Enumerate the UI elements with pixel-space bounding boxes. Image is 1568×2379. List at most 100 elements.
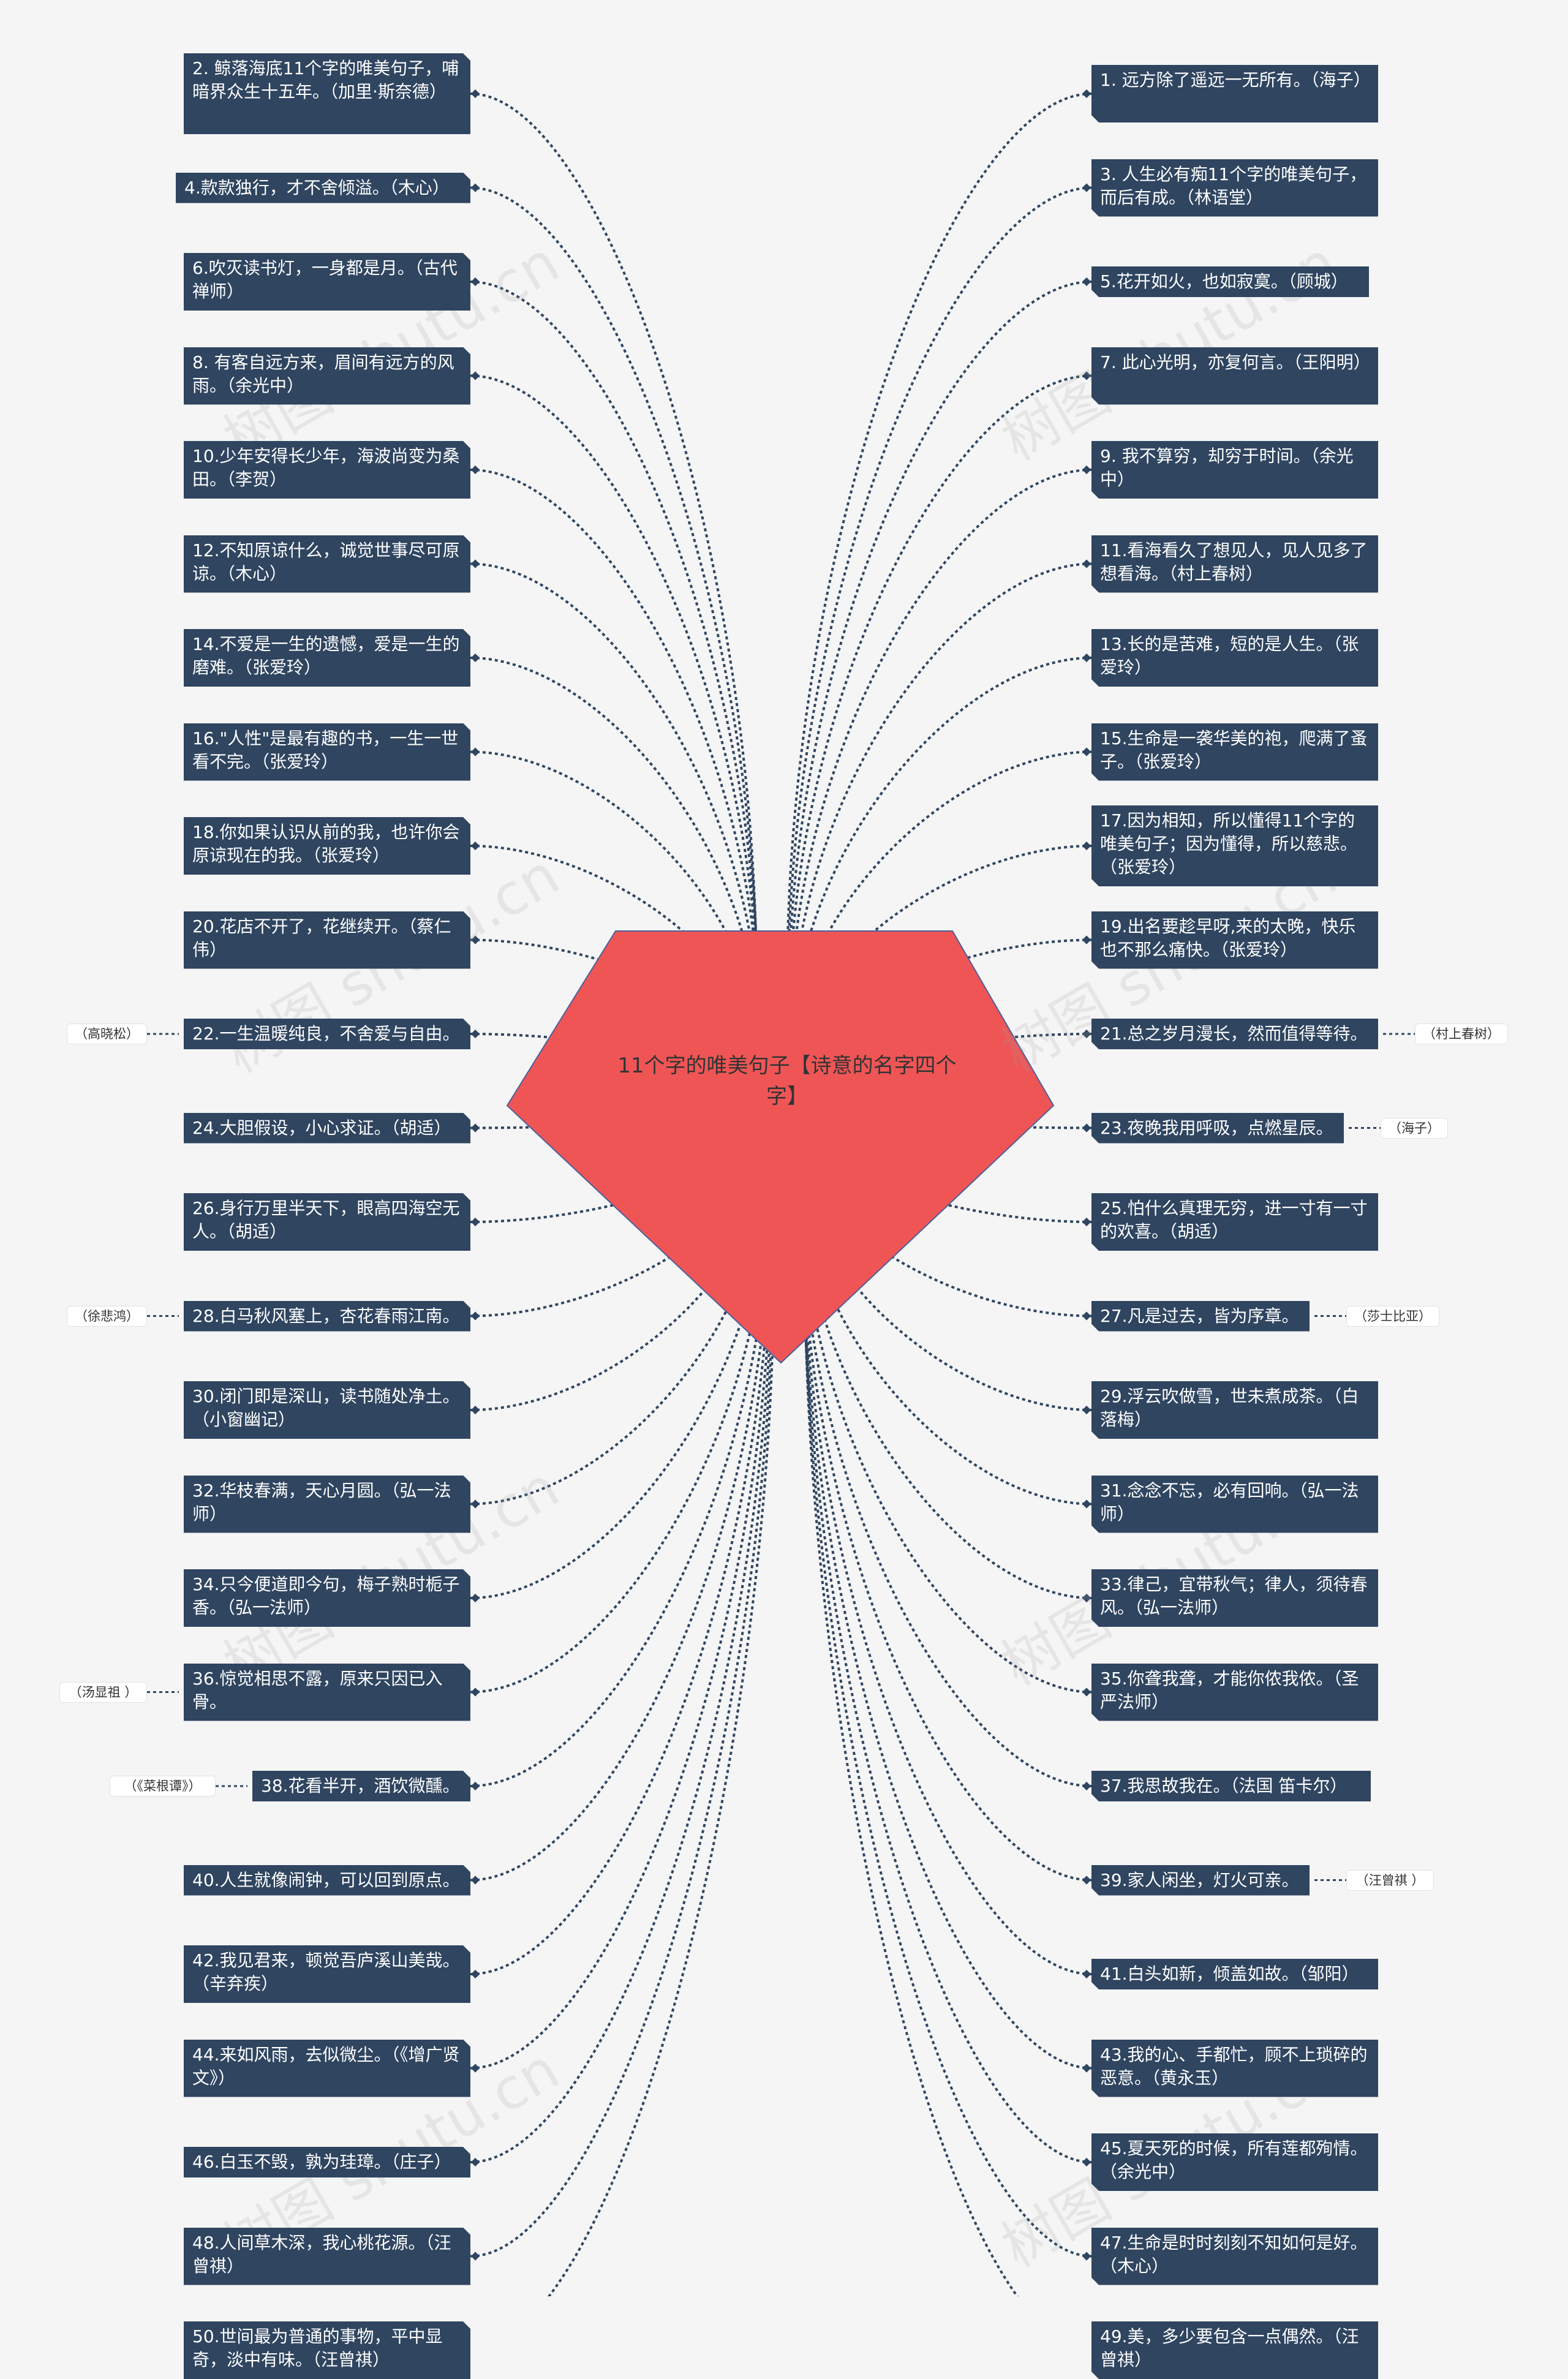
left-quote-node[interactable]: 48.人间草木深，我心桃花源。（汪曾祺） <box>184 2228 470 2285</box>
left-quote-node[interactable]: 40.人生就像闹钟，可以回到原点。 <box>184 1865 470 1896</box>
left-quote-node[interactable]: 32.华枝春满，天心月圆。（弘一法师） <box>184 1476 470 1533</box>
left-quote-node[interactable]: 4.款款独行，才不舍倾溢。（木心） <box>176 173 470 203</box>
left-connector <box>470 469 761 1030</box>
left-quote-node[interactable]: 18.你如果认识从前的我，也许你会原谅现在的我。（张爱玲） <box>184 817 470 875</box>
right-quote-node[interactable]: 39.家人闲坐，灯火可亲。 <box>1091 1865 1310 1896</box>
right-quote-node[interactable]: 23.夜晚我用呼吸，点燃星辰。 <box>1091 1113 1344 1144</box>
left-author-tag[interactable]: （徐悲鸿） <box>67 1305 147 1327</box>
root-node-label[interactable]: 11个字的唯美句子【诗意的名字四个字】 <box>617 1054 957 1109</box>
left-quote-node[interactable]: 24.大胆假设，小心求证。（胡适） <box>184 1113 470 1144</box>
left-quote-node[interactable]: 36.惊觉相思不露，原来只因已入骨。 <box>184 1664 470 1721</box>
left-quote-node[interactable]: 12.不知原谅什么，诚觉世事尽可原谅。（木心） <box>184 535 470 593</box>
mind-map-canvas: 11个字的唯美句子【诗意的名字四个字】 树图 shutu.cn 树图 shutu.… <box>59 0 1508 2296</box>
left-connector <box>470 374 760 1019</box>
left-quote-node[interactable]: 8. 有客自远方来，眉间有远方的风雨。（余光中） <box>184 347 470 405</box>
left-quote-node[interactable]: 46.白玉不毁，孰为珪璋。（庄子） <box>184 2147 470 2177</box>
right-quote-node[interactable]: 27.凡是过去，皆为序章。 <box>1091 1301 1310 1332</box>
connector-end-diamond <box>470 841 480 851</box>
left-quote-node[interactable]: 28.白马秋风塞上，杏花春雨江南。 <box>184 1301 470 1332</box>
connector-end-diamond <box>470 1593 480 1603</box>
left-quote-node[interactable]: 34.只今便道即今句，梅子熟时栀子香。（弘一法师） <box>184 1569 470 1627</box>
connector-end-diamond <box>1082 1123 1091 1133</box>
left-connector <box>470 1210 772 1975</box>
right-quote-node[interactable]: 25.怕什么真理无穷，进一寸有一寸的欢喜。（胡适） <box>1091 1193 1378 1251</box>
left-quote-node[interactable]: 30.闭门即是深山，读书随处净土。（小窗幽记） <box>184 1381 470 1439</box>
connector-end-diamond <box>1082 1969 1091 1979</box>
connector-end-diamond <box>470 465 480 475</box>
connector-end-diamond <box>1082 2064 1091 2073</box>
left-author-tag[interactable]: （高晓松） <box>67 1024 147 1044</box>
left-quote-node[interactable]: 44.来如风雨，去似微尘。（《增广贤文》） <box>184 2040 470 2097</box>
connector-end-diamond <box>470 1876 480 1885</box>
connector-end-diamond <box>470 1029 480 1039</box>
left-connector <box>470 845 764 1075</box>
connector-end-diamond <box>1082 371 1091 380</box>
right-quote-node[interactable]: 41.白头如新，倾盖如故。（邹阳） <box>1091 1959 1378 1989</box>
right-quote-node[interactable]: 7. 此心光明，亦复何言。（王阳明） <box>1091 347 1378 405</box>
left-connector <box>470 1243 775 2258</box>
right-quote-node[interactable]: 37.我思故我在。（法国 笛卡尔） <box>1091 1771 1371 1801</box>
right-connector <box>790 657 1092 1052</box>
left-quote-node[interactable]: 6.吹灭读书灯，一身都是月。（古代禅师） <box>184 253 470 311</box>
right-quote-node[interactable]: 47.生命是时时刻刻不知如何是好。（木心） <box>1091 2228 1378 2285</box>
right-quote-node[interactable]: 15.生命是一袭华美的袍，爬满了蚤子。（张爱玲） <box>1091 723 1378 781</box>
left-quote-node[interactable]: 10.少年安得长少年，海波尚变为桑田。（李贺） <box>184 441 470 499</box>
left-quote-node[interactable]: 38.花看半开，酒饮微醺。 <box>252 1771 470 1801</box>
right-connector <box>787 281 1092 1007</box>
root-node-shape[interactable] <box>506 930 1055 1364</box>
right-quote-node[interactable]: 29.浮云吹做雪，世未煮成茶。（白落梅） <box>1091 1381 1378 1439</box>
right-quote-node[interactable]: 13.长的是苦难，短的是人生。（张爱玲） <box>1091 629 1378 687</box>
right-quote-node[interactable]: 45.夏天死的时候，所有莲都殉情。（余光中） <box>1091 2133 1378 2191</box>
left-author-tag[interactable]: （《菜根谭》） <box>110 1776 216 1797</box>
connector-end-diamond <box>1082 1217 1091 1227</box>
left-author-tag[interactable]: （汤显祖 ） <box>59 1681 147 1703</box>
left-quote-node[interactable]: 2. 鲸落海底11个字的唯美句子，哺暗界众生十五年。（加里·斯奈德） <box>184 53 470 134</box>
right-quote-node[interactable]: 5.花开如火，也如寂寞。（顾城） <box>1091 266 1369 297</box>
left-quote-node[interactable]: 26.身行万里半天下，眼高四海空无人。（胡适） <box>184 1193 470 1251</box>
right-connector <box>802 1243 1092 2258</box>
right-quote-node[interactable]: 35.你聋我聋，才能你侬我侬。（圣严法师） <box>1091 1664 1378 1721</box>
connector-end-diamond <box>1082 841 1091 851</box>
right-quote-node[interactable]: 21.总之岁月漫长，然而值得等待。 <box>1091 1019 1378 1049</box>
right-quote-node[interactable]: 3. 人生必有痴11个字的唯美句子，而后有成。（林语堂） <box>1091 159 1378 217</box>
right-author-tag[interactable]: （海子） <box>1381 1117 1448 1139</box>
connector-end-diamond <box>1082 747 1091 756</box>
connector-end-diamond <box>470 277 480 287</box>
connector-end-diamond <box>470 559 480 568</box>
left-quote-node[interactable]: 16."人性"是最有趣的书，一生一世看不完。（张爱玲） <box>184 723 470 781</box>
right-connector <box>786 92 1092 984</box>
left-connector <box>470 1131 767 1318</box>
left-quote-node[interactable]: 22.一生温暖纯良，不舍爱与自由。 <box>184 1019 470 1049</box>
right-quote-node[interactable]: 11.看海看久了想见人，见人见多了想看海。（村上春树） <box>1091 535 1378 593</box>
right-connector <box>802 1232 1092 2163</box>
connector-end-diamond <box>470 2252 480 2261</box>
right-quote-node[interactable]: 17.因为相知，所以懂得11个字的唯美句子；因为懂得，所以慈悲。（张爱玲） <box>1091 805 1378 886</box>
left-quote-node[interactable]: 50.世间最为普通的事物，平中显奇，淡中有味。（汪曾祺） <box>184 2321 470 2379</box>
connector-end-diamond <box>470 653 480 663</box>
right-quote-node[interactable]: 49.美，多少要包含一点偶然。（汪曾祺） <box>1091 2321 1378 2379</box>
connector-end-diamond <box>1082 1687 1091 1697</box>
right-quote-node[interactable]: 33.律己，宜带秋气；律人，须待春风。（弘一法师） <box>1091 1569 1378 1627</box>
right-connector <box>797 1164 1092 1599</box>
right-author-tag[interactable]: （莎士比亚） <box>1346 1305 1439 1327</box>
right-quote-node[interactable]: 9. 我不算穷，却穷于时间。（余光中） <box>1091 441 1378 499</box>
right-author-tag[interactable]: （村上春树） <box>1415 1024 1508 1044</box>
connector-end-diamond <box>1082 2157 1091 2167</box>
left-quote-node[interactable]: 20.花店不开了，花继续开。（蔡仁伟） <box>184 911 470 969</box>
left-connector <box>470 281 760 1007</box>
left-connector <box>470 186 759 996</box>
left-quote-node[interactable]: 42.我见君来，顿觉吾庐溪山美哉。（辛弃疾） <box>184 1945 470 2003</box>
left-quote-node[interactable]: 14.不爱是一生的遗憾，爱是一生的磨难。（张爱玲） <box>184 629 470 687</box>
connector-end-diamond <box>1082 183 1091 192</box>
right-quote-node[interactable]: 1. 远方除了遥远一无所有。（海子） <box>1091 65 1378 123</box>
connector-end-diamond <box>1082 559 1091 568</box>
connector-end-diamond <box>1082 465 1091 475</box>
connector-end-diamond <box>470 1687 480 1697</box>
right-quote-node[interactable]: 43.我的心、手都忙，顾不上琐碎的恶意。（黄永玉） <box>1091 2040 1378 2097</box>
left-connector <box>470 750 763 1063</box>
connector-end-diamond <box>1082 1876 1091 1885</box>
right-author-tag[interactable]: （汪曾祺 ） <box>1346 1869 1434 1891</box>
right-connector <box>794 1119 1092 1223</box>
right-quote-node[interactable]: 31.念念不忘，必有回响。（弘一法师） <box>1091 1476 1378 1533</box>
right-quote-node[interactable]: 19.出名要趁早呀,来的太晚，快乐也不那么痛快。（张爱玲） <box>1091 911 1378 969</box>
